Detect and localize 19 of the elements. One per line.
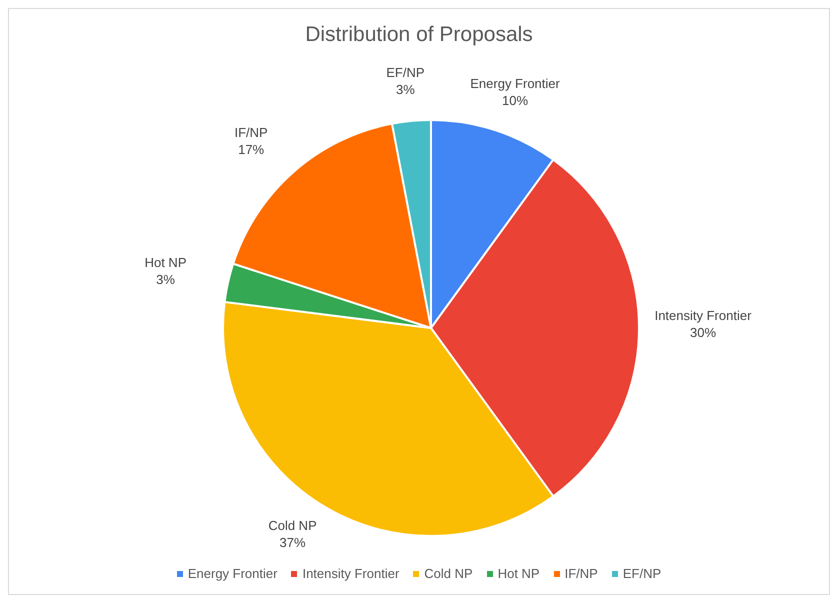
slice-label: EF/NP: [386, 65, 425, 80]
data-label: 10%: [502, 92, 528, 108]
legend-label: Cold NP: [423, 566, 473, 581]
data-label: 17%: [238, 142, 265, 157]
legend-label: Intensity Frontier: [301, 566, 400, 581]
legend-label: IF/NP: [564, 566, 598, 581]
data-label: 3%: [396, 82, 416, 98]
legend-label: EF/NP: [622, 566, 662, 581]
legend-label: Energy Frontier: [186, 566, 278, 581]
slice-label: Cold NP: [268, 518, 317, 534]
data-label: 3%: [156, 272, 176, 287]
slice-label: IF/NP: [234, 124, 268, 140]
slice-label: Hot NP: [144, 254, 187, 270]
slice-label: Intensity Frontier: [654, 308, 752, 323]
chart-title: Distribution of Proposals: [304, 23, 534, 48]
legend-label: Hot NP: [496, 566, 540, 581]
slice-label: Energy Frontier: [470, 76, 561, 91]
data-label: 37%: [280, 535, 306, 550]
data-label: 30%: [690, 325, 716, 340]
